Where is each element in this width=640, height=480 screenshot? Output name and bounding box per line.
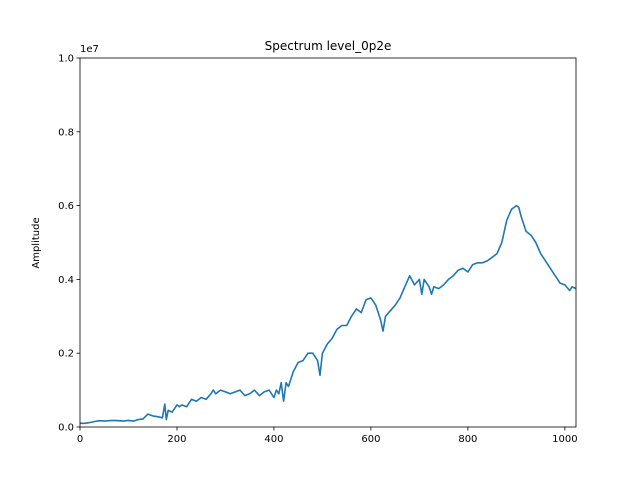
y-tick-label: 0.4 xyxy=(58,275,74,286)
x-tick-label: 200 xyxy=(167,434,186,445)
y-tick-label: 0.6 xyxy=(58,201,74,212)
axis-ticks: 0 200 400 600 800 1000 0.0 0.2 0.4 0.6 0.8 1.0 xyxy=(58,54,577,446)
y-tick-label: 0.0 xyxy=(58,423,74,434)
y-tick-label: 0.8 xyxy=(58,127,74,138)
x-tick-label: 800 xyxy=(458,434,477,445)
x-tick-label: 400 xyxy=(264,434,283,445)
plot-area-frame xyxy=(79,57,577,428)
y-tick-label: 1.0 xyxy=(58,54,74,65)
y-axis-label: Amplitude xyxy=(31,217,42,268)
data-series-line xyxy=(80,204,577,425)
y-scale-factor-label: 1e7 xyxy=(80,44,99,55)
x-tick-label: 600 xyxy=(361,434,380,445)
x-tick-label: 0 xyxy=(77,434,83,445)
y-tick-label: 0.2 xyxy=(58,349,74,360)
chart-title: Spectrum level_0p2e xyxy=(265,39,392,53)
x-tick-label: 1000 xyxy=(552,434,577,445)
